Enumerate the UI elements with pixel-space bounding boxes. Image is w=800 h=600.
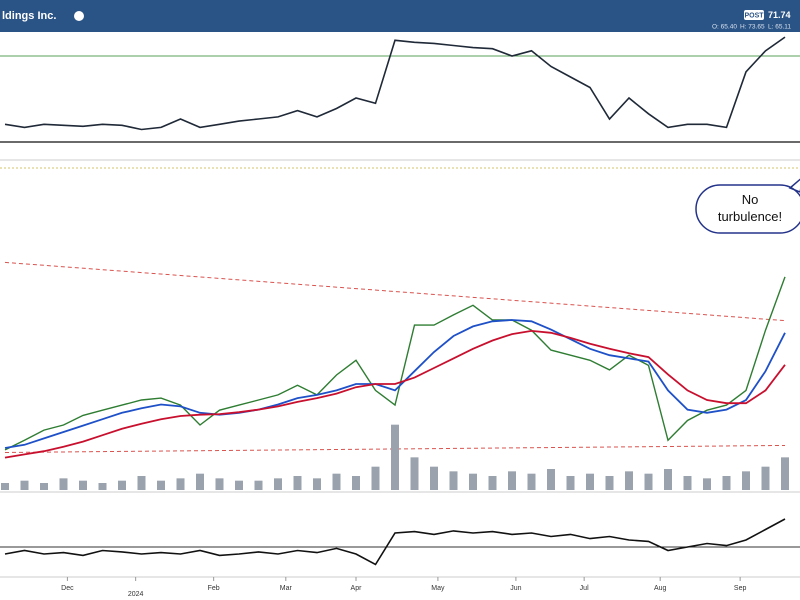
x-tick-label: Mar: [280, 585, 293, 592]
volume-bar: [157, 480, 165, 490]
volume-bar: [644, 473, 653, 490]
volume-bar: [683, 476, 692, 490]
volume-bar: [488, 476, 497, 490]
volume-bar: [59, 478, 68, 490]
volume-bar: [254, 480, 263, 490]
volume-bar: [761, 466, 770, 490]
volume-bar: [586, 473, 594, 490]
price-line: [4, 276, 786, 451]
trendline: [4, 261, 786, 322]
volume-bar: [20, 480, 29, 490]
volume-bar: [371, 466, 380, 490]
x-tick-label: Sep: [734, 585, 747, 592]
volume-bar: [547, 469, 555, 490]
x-tick-label: Jun: [510, 585, 521, 592]
volume-bar: [118, 480, 126, 490]
volume-bar: [605, 476, 614, 490]
moving-average: [4, 319, 786, 449]
volume-bar: [410, 457, 419, 490]
volume-bar: [742, 471, 750, 490]
volume-bar: [313, 478, 321, 490]
volume-bar: [722, 476, 731, 490]
volume-bar: [469, 473, 477, 490]
volume-bar: [449, 471, 458, 490]
low: L: 65.11: [768, 24, 791, 31]
annotation: No turbulence!: [718, 192, 782, 224]
volume-bar: [98, 483, 107, 490]
volume-bar: [1, 483, 9, 490]
volume-bar: [391, 424, 399, 490]
x-tick-label: Dec: [61, 585, 74, 592]
volume-bar: [352, 476, 360, 490]
volume-bar: [625, 471, 633, 490]
volume-bar: [79, 480, 87, 490]
volume-bar: [332, 473, 341, 490]
open: O: 65.40: [712, 24, 737, 31]
volume-bar: [527, 473, 536, 490]
ticker-badge: [744, 10, 764, 20]
x-tick-label: Apr: [351, 585, 363, 592]
volume-bar: [137, 476, 146, 490]
volume-bar: [703, 478, 711, 490]
callout-bubble: [695, 178, 800, 234]
volume-bar: [664, 469, 672, 490]
volume-bar: [430, 466, 438, 490]
price: 71.74: [768, 10, 791, 20]
x-tick-label: May: [431, 585, 445, 592]
volume-bar: [215, 478, 224, 490]
volume-bar: [176, 478, 185, 490]
volume-bar: [508, 471, 516, 490]
volume-bar: [196, 473, 204, 490]
company-title: ldings Inc.: [2, 10, 56, 22]
add-button[interactable]: [74, 11, 84, 21]
line: [4, 36, 786, 131]
x-tick-label: Jul: [580, 585, 589, 592]
x-tick-label: Feb: [208, 585, 220, 592]
volume-bar: [40, 483, 48, 490]
x-tick-label: 2024: [128, 591, 144, 598]
line: [4, 518, 786, 566]
moving-average: [4, 329, 786, 459]
high: H: 73.65: [740, 24, 765, 31]
ticker: POST: [744, 12, 764, 19]
x-tick-label: Aug: [654, 585, 667, 592]
header-bar: [0, 0, 800, 32]
volume-bar: [781, 457, 789, 490]
volume-bar: [293, 476, 302, 490]
volume-bar: [235, 480, 243, 490]
volume-bar: [274, 478, 282, 490]
volume-bar: [566, 476, 575, 490]
